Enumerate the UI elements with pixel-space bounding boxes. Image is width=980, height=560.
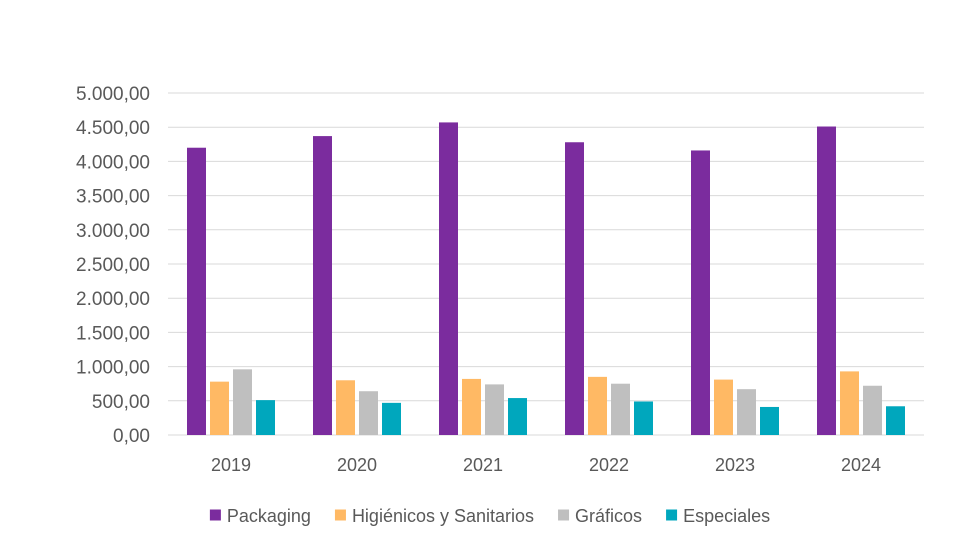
x-axis-tick-labels: 2019 2020 2021 2022 2023 2024 [211, 455, 881, 475]
x-tick-label: 2020 [337, 455, 377, 475]
legend-label: Gráficos [575, 506, 642, 526]
bar-packaging-2020 [313, 136, 332, 436]
x-tick-label: 2024 [841, 455, 881, 475]
y-tick-label: 5.000,00 [76, 84, 150, 105]
y-tick-label: 4.000,00 [76, 152, 150, 173]
legend: Packaging Higiénicos y Sanitarios Gráficos… [209, 506, 770, 526]
bar-especiales-2019 [256, 400, 275, 435]
bar-especiales-2021 [508, 398, 527, 435]
legend-swatch [558, 509, 570, 521]
bar-especiales-2024 [886, 406, 905, 435]
bar-packaging-2019 [187, 147, 206, 435]
legend-label: Especiales [683, 506, 770, 526]
y-axis-tick-labels: 0,00 500,00 1.000,00 1.500,00 2.000,00 2.500,… [76, 84, 150, 447]
legend-item: Packaging [209, 506, 311, 526]
y-tick-label: 0,00 [113, 426, 150, 447]
x-tick-label: 2022 [589, 455, 629, 475]
x-tick-label: 2023 [715, 455, 755, 475]
y-tick-label: 2.500,00 [76, 255, 150, 276]
bar-packaging-2022 [565, 142, 584, 436]
y-tick-label: 3.000,00 [76, 221, 150, 242]
y-tick-label: 500,00 [92, 392, 150, 413]
bar-higi-nicos-y-sanitarios-2022 [588, 376, 607, 435]
gridlines [168, 92, 924, 436]
bar-packaging-2023 [691, 150, 710, 435]
legend-item: Gráficos [558, 506, 642, 526]
bar-packaging-2021 [439, 122, 458, 436]
bar-gr-ficos-2023 [737, 389, 756, 435]
bar-gr-ficos-2020 [359, 391, 378, 435]
bar-especiales-2020 [382, 402, 401, 435]
x-tick-label: 2021 [463, 455, 503, 475]
bars [187, 122, 905, 436]
bar-packaging-2024 [817, 126, 836, 436]
y-tick-label: 2.000,00 [76, 289, 150, 310]
legend-item: Higiénicos y Sanitarios [334, 506, 534, 526]
bar-gr-ficos-2019 [233, 369, 252, 435]
legend-label: Higiénicos y Sanitarios [352, 506, 534, 526]
bar-especiales-2023 [760, 406, 779, 435]
y-tick-label: 3.500,00 [76, 187, 150, 208]
bar-gr-ficos-2024 [863, 385, 882, 435]
bar-gr-ficos-2022 [611, 383, 630, 435]
y-tick-label: 4.500,00 [76, 118, 150, 139]
bar-gr-ficos-2021 [485, 384, 504, 435]
legend-swatch [334, 509, 346, 521]
bar-higi-nicos-y-sanitarios-2021 [462, 378, 481, 435]
legend-label: Packaging [227, 506, 311, 526]
bar-higi-nicos-y-sanitarios-2019 [210, 381, 229, 435]
y-tick-label: 1.000,00 [76, 358, 150, 379]
legend-swatch [209, 509, 221, 521]
x-tick-label: 2019 [211, 455, 251, 475]
bar-especiales-2022 [634, 401, 653, 435]
legend-item: Especiales [666, 506, 770, 526]
y-tick-label: 1.500,00 [76, 323, 150, 344]
bar-higi-nicos-y-sanitarios-2020 [336, 380, 355, 435]
legend-swatch [666, 509, 678, 521]
bar-higi-nicos-y-sanitarios-2023 [714, 379, 733, 435]
bar-higi-nicos-y-sanitarios-2024 [840, 371, 859, 435]
